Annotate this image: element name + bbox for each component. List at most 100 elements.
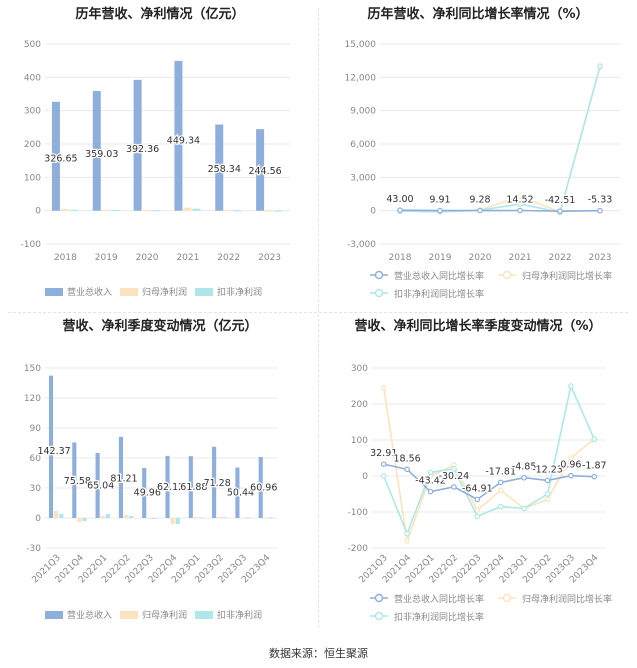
x-tick-label: 2023: [589, 253, 612, 263]
bar: [82, 518, 87, 521]
legend-swatch: [45, 288, 63, 296]
data-value-label: -30.24: [439, 471, 470, 482]
bar-value-label: 62.12: [157, 482, 184, 493]
series-line: [399, 67, 601, 214]
data-point: [517, 201, 523, 207]
x-tick-label: 2020: [136, 253, 159, 263]
x-tick-label: 2022: [549, 253, 572, 263]
y-tick-label: 200: [24, 140, 41, 150]
annual-growth-rate-chart: 历年营收、净利同比增长率情况（%） -3,000 0 3,000 6,000 9,000 1…: [345, 6, 620, 300]
bar: [129, 516, 134, 518]
data-point: [404, 530, 410, 537]
legend-swatch: [195, 288, 213, 296]
legend-label: 归母净利润同比增长率: [522, 593, 612, 605]
bar: [258, 457, 263, 518]
bar: [165, 455, 170, 518]
bar: [77, 518, 82, 522]
bar: [60, 209, 69, 211]
legend-swatch: [45, 611, 63, 619]
vertical-divider: [318, 8, 319, 628]
bar-value-label: 71.28: [204, 478, 231, 489]
data-value-label: 9.28: [469, 195, 490, 206]
data-value-label: 43.00: [386, 194, 413, 205]
data-point: [380, 385, 387, 391]
legend-label: 扣非净利润: [217, 609, 262, 621]
legend-label: 营业总收入: [67, 609, 112, 621]
bar-value-label: 61.88: [180, 482, 207, 493]
bar: [118, 436, 123, 518]
x-tick-label: 2023: [258, 253, 281, 263]
y-tick-label: 30: [30, 484, 42, 494]
bar: [123, 515, 129, 518]
data-point: [517, 193, 523, 200]
bar: [212, 446, 217, 518]
series-line: [399, 209, 601, 212]
bar: [48, 375, 54, 518]
legend-label: 扣非净利润: [217, 286, 262, 298]
legend-marker: [374, 288, 384, 298]
legend-label: 营业总收入同比增长率: [394, 270, 484, 282]
chart-title: 历年营收、净利同比增长率情况（%）: [367, 6, 588, 22]
bar: [147, 518, 152, 519]
x-tick-label: 2021: [176, 253, 199, 263]
data-value-label: -64.91: [462, 483, 493, 494]
data-point: [597, 207, 603, 214]
bar: [192, 208, 201, 211]
bar: [151, 210, 160, 212]
data-point: [477, 207, 483, 214]
bar: [100, 516, 105, 518]
bar: [72, 442, 77, 518]
y-tick-label: 15,000: [345, 40, 377, 50]
chart-title: 营收、净利季度变动情况（亿元）: [62, 318, 257, 334]
data-point: [404, 538, 410, 544]
data-value-label: 14.52: [506, 195, 533, 206]
data-point: [544, 477, 551, 484]
legend-marker: [374, 270, 384, 280]
data-point: [557, 208, 563, 214]
data-point: [437, 207, 443, 214]
y-tick-label: 400: [24, 73, 41, 83]
legend-marker: [374, 593, 384, 603]
x-tick-label: 2022: [217, 253, 240, 263]
y-tick-label: 0: [35, 207, 41, 217]
horizontal-divider: [8, 312, 628, 313]
bar: [193, 517, 199, 518]
legend-label: 扣非净利润同比增长率: [394, 288, 484, 300]
data-point: [521, 505, 527, 512]
bar: [69, 209, 78, 211]
data-value-label: -17.81: [485, 466, 516, 477]
y-tick-label: -30: [26, 544, 41, 554]
data-point: [544, 491, 551, 497]
y-tick-label: 300: [24, 107, 41, 117]
bar: [183, 207, 192, 211]
bar: [92, 90, 101, 211]
legend-swatch: [120, 611, 138, 619]
bar-value-label: 75.58: [64, 476, 91, 487]
bar: [188, 456, 193, 518]
data-point: [427, 488, 434, 495]
bar-value-label: 392.36: [126, 144, 159, 155]
legend-marker: [374, 611, 384, 621]
data-point: [497, 479, 504, 486]
bar: [274, 210, 283, 212]
y-tick-label: 300: [351, 364, 368, 374]
bar: [152, 518, 157, 519]
y-tick-label: 90: [30, 424, 42, 434]
bar: [133, 79, 142, 211]
bar-value-label: 81.21: [110, 473, 137, 484]
legend-label: 营业总收入: [67, 286, 112, 298]
bar: [263, 517, 268, 519]
legend-label: 归母净利润: [142, 609, 187, 621]
legend-label: 扣非净利润同比增长率: [394, 611, 484, 623]
legend-label: 营业总收入同比增长率: [394, 593, 484, 605]
bar-value-label: 244.56: [248, 166, 281, 177]
annual-revenue-profit-chart: 历年营收、净利情况（亿元） -100 0 100 200 300 400 500 2018 201…: [21, 6, 290, 298]
bar-value-label: 359.03: [85, 149, 118, 160]
bar: [174, 60, 183, 211]
data-value-label: -4.85: [512, 462, 537, 473]
bar: [142, 468, 147, 518]
bar: [224, 210, 233, 211]
data-point: [404, 466, 410, 473]
y-tick-label: 120: [24, 394, 41, 404]
bar-value-label: 258.34: [208, 164, 241, 175]
